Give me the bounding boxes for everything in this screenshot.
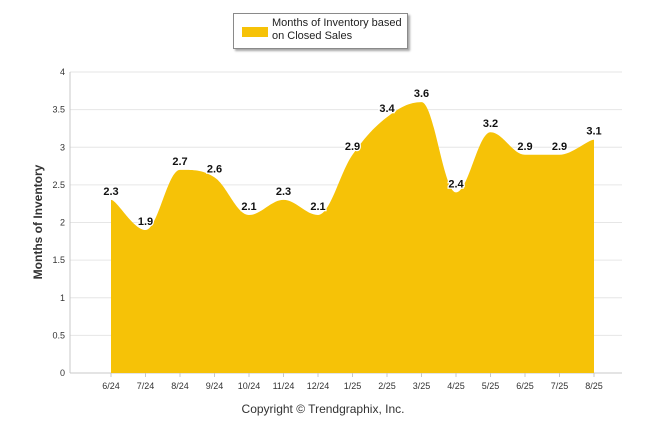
x-tick-label: 8/24	[171, 381, 189, 391]
x-tick-label: 5/25	[482, 381, 500, 391]
y-tick-label: 3	[60, 142, 65, 152]
x-tick-label: 4/25	[447, 381, 465, 391]
y-tick-label: 0	[60, 368, 65, 378]
x-tick-label: 9/24	[206, 381, 224, 391]
data-label: 3.1	[586, 126, 601, 138]
x-tick-label: 3/25	[413, 381, 431, 391]
data-label: 2.1	[241, 201, 256, 213]
data-label: 2.3	[276, 186, 291, 198]
x-tick-label: 2/25	[378, 381, 396, 391]
y-axis-label: Months of Inventory	[31, 164, 45, 279]
legend-swatch	[242, 27, 268, 37]
x-tick-label: 12/24	[307, 381, 330, 391]
data-label: 1.9	[138, 216, 153, 228]
legend: Months of Inventory based on Closed Sale…	[233, 13, 408, 49]
data-label: 3.4	[379, 103, 395, 115]
x-tick-labels: 6/24 7/24 8/24 9/24 10/24 11/24 12/24 1/25 2/25 3…	[102, 373, 603, 391]
copyright-text: Copyright © Trendgraphix, Inc.	[241, 402, 405, 416]
data-label: 2.9	[345, 141, 360, 153]
data-label: 3.2	[483, 118, 498, 130]
data-label: 2.7	[172, 156, 187, 168]
data-label: 2.1	[310, 201, 325, 213]
x-tick-label: 7/25	[551, 381, 569, 391]
y-tick-label: 1	[60, 293, 65, 303]
y-tick-label: 1.5	[52, 255, 65, 265]
y-tick-label: 2.5	[52, 180, 65, 190]
legend-label: Months of Inventory based on Closed Sale…	[272, 17, 402, 42]
x-tick-label: 1/25	[344, 381, 362, 391]
area-series	[111, 102, 594, 373]
data-label: 2.4	[448, 178, 464, 190]
x-tick-label: 10/24	[238, 381, 261, 391]
data-label: 2.9	[552, 141, 567, 153]
data-label: 3.6	[414, 88, 429, 100]
y-tick-label: 3.5	[52, 105, 65, 115]
x-tick-label: 6/24	[102, 381, 120, 391]
data-label: 2.3	[103, 186, 118, 198]
data-label: 2.9	[517, 141, 532, 153]
y-tick-label: 2	[60, 218, 65, 228]
area-fill	[111, 102, 594, 373]
data-label: 2.6	[207, 163, 222, 175]
data-labels: 2.3 1.9 2.7 2.6 2.1 2.3 2.1 2.9 3.4 3.6 2.4 3.2 2.9 2…	[102, 87, 603, 229]
x-tick-label: 8/25	[585, 381, 603, 391]
x-tick-label: 11/24	[273, 381, 295, 391]
y-tick-label: 4	[60, 67, 65, 77]
x-tick-label: 7/24	[137, 381, 155, 391]
y-tick-labels: 0 0.5 1 1.5 2 2.5 3 3.5 4	[52, 67, 65, 378]
x-tick-label: 6/25	[516, 381, 534, 391]
y-tick-label: 0.5	[52, 330, 65, 340]
